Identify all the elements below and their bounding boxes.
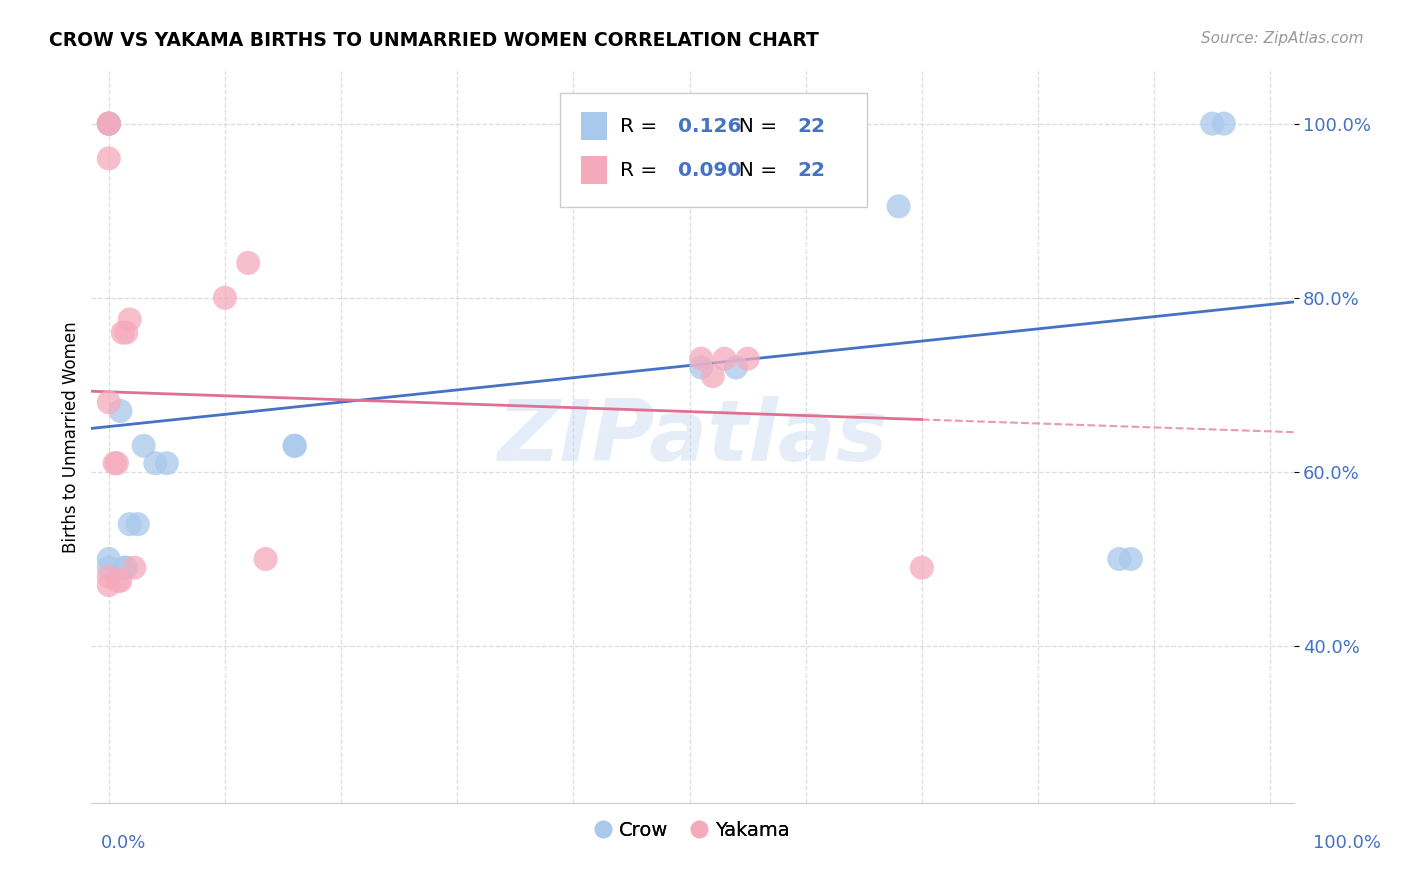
Point: [887, 199, 910, 213]
Point: [112, 560, 135, 574]
Point: [1119, 552, 1142, 566]
Text: R =: R =: [620, 161, 664, 179]
Point: [111, 326, 134, 340]
Point: [97, 395, 120, 409]
Point: [97, 117, 120, 131]
Point: [143, 456, 166, 470]
Point: [1212, 117, 1234, 131]
Point: [97, 152, 120, 166]
Point: [690, 351, 713, 366]
Point: [115, 560, 138, 574]
Point: [1108, 552, 1130, 566]
Point: [118, 312, 141, 326]
Point: [104, 456, 127, 470]
Point: [110, 404, 132, 418]
Point: [110, 574, 132, 588]
Point: [115, 326, 138, 340]
Point: [97, 117, 120, 131]
Point: [118, 517, 141, 532]
Bar: [581, 156, 607, 184]
Point: [127, 517, 149, 532]
Point: [214, 291, 236, 305]
Y-axis label: Births to Unmarried Women: Births to Unmarried Women: [62, 321, 80, 553]
Point: [132, 439, 155, 453]
Point: [124, 560, 146, 574]
Point: [97, 578, 120, 592]
Point: [911, 560, 934, 574]
Point: [97, 117, 120, 131]
Text: 0.126: 0.126: [678, 117, 741, 136]
Text: 22: 22: [797, 117, 825, 136]
Point: [105, 456, 128, 470]
Point: [1201, 117, 1223, 131]
Text: 0.0%: 0.0%: [101, 834, 146, 852]
Text: N =: N =: [725, 117, 783, 136]
Point: [238, 256, 260, 270]
Point: [254, 552, 277, 566]
Text: ZIPatlas: ZIPatlas: [498, 395, 887, 479]
Point: [97, 117, 120, 131]
Text: 0.090: 0.090: [678, 161, 741, 179]
Legend: Crow, Yakama: Crow, Yakama: [588, 814, 797, 848]
Point: [97, 117, 120, 131]
Text: 100.0%: 100.0%: [1313, 834, 1381, 852]
Point: [284, 439, 307, 453]
Point: [713, 351, 735, 366]
Point: [702, 369, 724, 384]
Point: [690, 360, 713, 375]
Text: Source: ZipAtlas.com: Source: ZipAtlas.com: [1201, 31, 1364, 46]
Point: [97, 560, 120, 574]
Text: CROW VS YAKAMA BIRTHS TO UNMARRIED WOMEN CORRELATION CHART: CROW VS YAKAMA BIRTHS TO UNMARRIED WOMEN…: [49, 31, 820, 50]
Text: N =: N =: [725, 161, 783, 179]
Text: R =: R =: [620, 117, 664, 136]
Point: [724, 360, 747, 375]
Point: [107, 574, 129, 588]
Point: [156, 456, 179, 470]
Point: [97, 552, 120, 566]
Bar: [581, 112, 607, 140]
Text: 22: 22: [797, 161, 825, 179]
Point: [97, 569, 120, 583]
FancyBboxPatch shape: [560, 94, 866, 207]
Point: [737, 351, 759, 366]
Point: [284, 439, 307, 453]
